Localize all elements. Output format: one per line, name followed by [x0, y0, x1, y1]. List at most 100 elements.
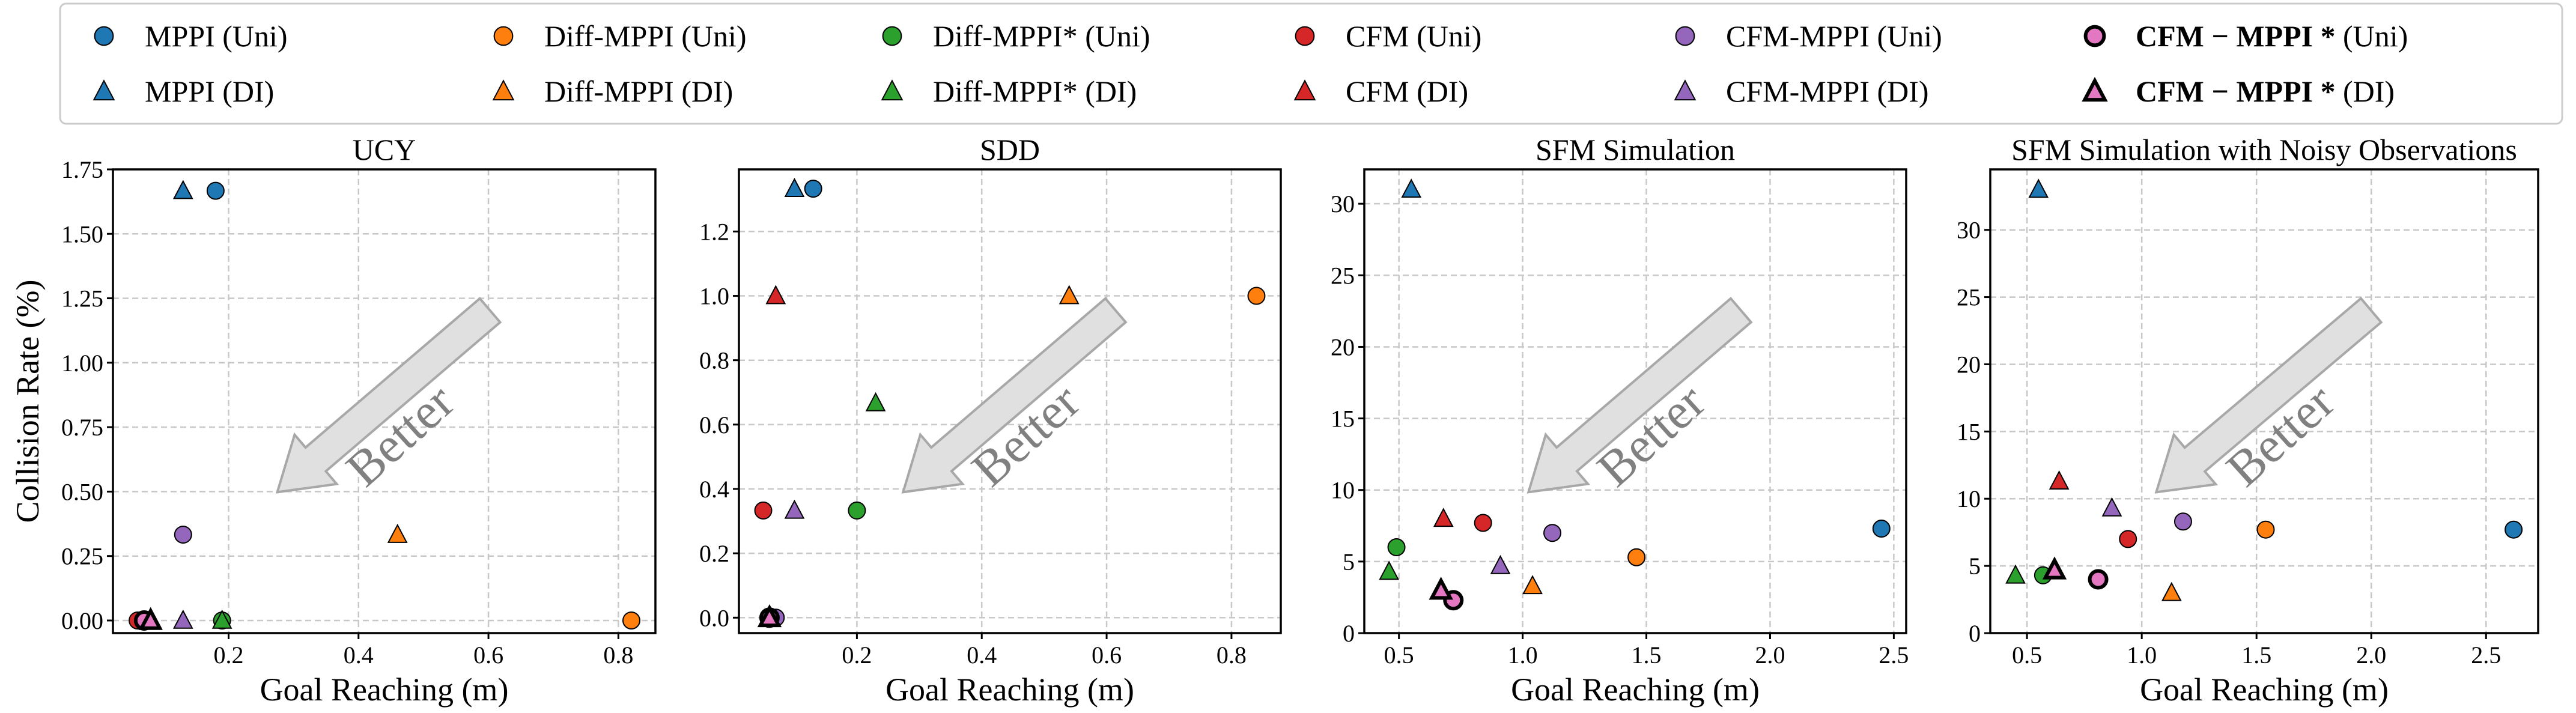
y-tick-label: 10	[1957, 485, 1981, 512]
data-point-diff-mppi-di	[1379, 560, 1400, 580]
legend-entry: CFM − MPPI * (DI)	[2082, 74, 2395, 108]
data-point-cfm-mppi-di	[784, 499, 805, 519]
legend-label: CFM − MPPI *	[2136, 19, 2336, 53]
data-point-diff-mppi-uni	[1247, 287, 1266, 305]
y-tick-label: 0.6	[699, 411, 729, 438]
x-tick-label: 0.5	[2012, 642, 2042, 669]
legend-label: CFM (Uni)	[1346, 19, 1481, 53]
panel-title: UCY	[353, 133, 416, 166]
legend-label: CFM (DI)	[1346, 74, 1468, 108]
legend-label-suffix: (Uni)	[2343, 19, 2408, 53]
legend-circle-marker	[2083, 25, 2106, 47]
panel-title: SDD	[980, 133, 1040, 166]
legend-label-suffix: (DI)	[2343, 74, 2395, 108]
legend-entry: Diff-MPPI (DI)	[492, 74, 733, 108]
x-tick-label: 0.6	[1092, 642, 1122, 669]
data-point-diff-mppi-di	[2161, 581, 2182, 601]
x-tick-label: 1.0	[1508, 642, 1538, 669]
panel-2: 0.2 0.4 0.6 0.80.00.20.40.60.81.01.2BetterS…	[699, 133, 1282, 708]
legend-circle-marker	[493, 26, 514, 46]
y-tick-label: 0.2	[699, 540, 729, 567]
y-tick-label: 20	[1957, 351, 1981, 378]
data-point-cfm-di	[1433, 508, 1454, 527]
legend-label: Diff-MPPI* (DI)	[933, 74, 1137, 108]
data-point-cfm-mppi-uni	[174, 526, 192, 544]
better-arrow	[2154, 296, 2383, 494]
data-point-cfm-mppi-di	[757, 604, 782, 628]
axes-frame	[112, 168, 657, 634]
data-point-cfm-mppi-di	[1490, 554, 1511, 574]
data-point-diff-mppi-di	[2005, 564, 2026, 584]
panels: 0.2 0.4 0.6 0.80.000.250.500.751.001.251.50…	[10, 133, 2539, 708]
better-arrow	[901, 297, 1128, 494]
legend-label: CFM − MPPI *	[2136, 74, 2336, 108]
legend-entry: CFM-MPPI (DI)	[1674, 74, 1929, 108]
legend-entry: Diff-MPPI (Uni)	[493, 19, 747, 53]
data-point-diff-mppi-uni	[1627, 548, 1646, 566]
legend-entry: Diff-MPPI* (DI)	[881, 74, 1137, 108]
data-point-cfm-uni	[1474, 514, 1492, 532]
y-tick-label: 1.0	[699, 283, 729, 310]
y-tick-label: 0.8	[699, 347, 729, 374]
legend-triangle-marker	[2082, 76, 2108, 102]
legend-entry: MPPI (DI)	[93, 74, 274, 108]
data-point-mppi-uni	[1872, 520, 1891, 538]
y-tick-label: 1.00	[61, 350, 103, 377]
data-point-diff-mppi-di	[211, 609, 232, 629]
data-point-cfm-mppi-di	[2042, 556, 2067, 580]
x-axis-label: Goal Reaching (m)	[886, 672, 1134, 708]
y-tick-label: 0.25	[61, 543, 103, 570]
legend-label: Diff-MPPI (Uni)	[544, 19, 747, 53]
axes-frame	[1363, 168, 1907, 634]
y-tick-label: 0.75	[61, 414, 103, 441]
y-tick-label: 1.2	[699, 218, 729, 245]
legend-entry: CFM (Uni)	[1295, 19, 1481, 53]
data-point-diff-mppi-di	[865, 392, 886, 411]
legend-triangle-marker	[881, 79, 904, 101]
data-point-diff-mppi-uni	[622, 611, 640, 630]
y-tick-label: 1.75	[61, 156, 103, 183]
data-point-cfm-di	[2049, 470, 2070, 490]
x-axis-label: Goal Reaching (m)	[260, 672, 509, 708]
data-point-mppi-di	[2028, 178, 2049, 198]
data-point-cfm-mppi-di	[1429, 577, 1453, 600]
y-tick-label: 0.0	[699, 604, 729, 631]
data-point-cfm-uni	[754, 501, 773, 520]
data-point-cfm-mppi-uni	[1543, 524, 1562, 542]
y-tick-label: 20	[1331, 333, 1355, 360]
legend-entry: MPPI (Uni)	[94, 19, 288, 53]
data-point-diff-mppi-uni	[2256, 520, 2275, 539]
legend-label: MPPI (Uni)	[145, 19, 288, 53]
legend-entry: Diff-MPPI* (Uni)	[882, 19, 1150, 53]
y-tick-label: 1.50	[61, 220, 103, 247]
y-tick-label: 0.50	[61, 478, 103, 505]
y-tick-label: 5	[1969, 553, 1981, 580]
legend-triangle-marker	[93, 79, 115, 101]
x-tick-label: 0.6	[473, 642, 503, 669]
x-axis-label: Goal Reaching (m)	[2140, 672, 2389, 708]
legend-circle-marker	[94, 26, 114, 46]
data-point-mppi-di	[172, 180, 193, 199]
better-arrow	[1526, 297, 1753, 494]
legend-triangle-marker	[492, 79, 515, 101]
panel-1: 0.2 0.4 0.6 0.8 0.00 0.25 0.50 0.75 1.00 1.25 1.50…	[10, 133, 657, 708]
x-tick-label: 1.5	[2241, 642, 2271, 669]
legend-label: Diff-MPPI (DI)	[544, 74, 733, 108]
legend-label: CFM-MPPI (Uni)	[1726, 19, 1942, 53]
legend-label: CFM-MPPI (DI)	[1726, 74, 1929, 108]
legend-entry: CFM-MPPI (Uni)	[1675, 19, 1942, 53]
x-tick-label: 2.0	[2356, 642, 2386, 669]
data-point-cfm-mppi-di	[2101, 497, 2122, 517]
data-point-cfm-mppi-di	[172, 609, 193, 629]
data-point-diff-mppi-di	[387, 523, 408, 543]
data-point-cfm-mppi-di	[138, 607, 163, 630]
legend-label: MPPI (DI)	[145, 74, 274, 108]
legend-frame	[59, 2, 2563, 125]
data-point-cfm-mppi-uni	[2088, 569, 2109, 590]
y-tick-label: 0.4	[699, 476, 729, 503]
legend: MPPI (Uni) MPPI (DI) Diff-MPPI (Uni) Diff-M…	[59, 2, 2563, 125]
data-point-cfm-di	[765, 285, 786, 305]
x-tick-label: 0.5	[1384, 642, 1414, 669]
